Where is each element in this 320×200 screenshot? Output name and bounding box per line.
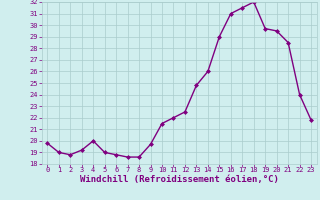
X-axis label: Windchill (Refroidissement éolien,°C): Windchill (Refroidissement éolien,°C) (80, 175, 279, 184)
